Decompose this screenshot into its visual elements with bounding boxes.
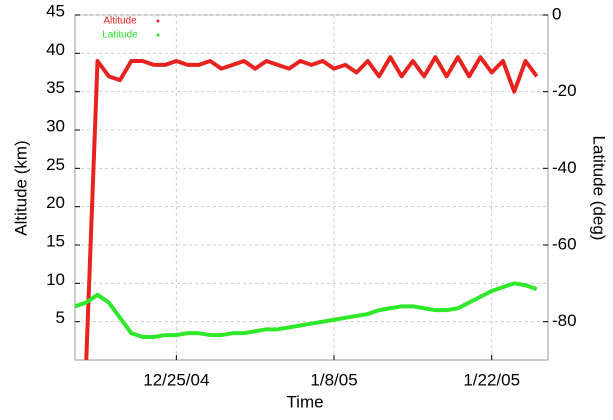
y-tick-label: 35 bbox=[46, 78, 65, 97]
series-line bbox=[84, 55, 539, 361]
legend-marker bbox=[156, 33, 160, 37]
legend-marker bbox=[156, 19, 160, 23]
y-tick-label: 15 bbox=[46, 231, 65, 250]
series-line bbox=[74, 281, 538, 339]
y-tick-label: 25 bbox=[46, 155, 65, 174]
y2-tick-label: -60 bbox=[552, 234, 577, 253]
y-tick-label: 5 bbox=[56, 308, 65, 327]
y-tick-label: 10 bbox=[46, 270, 65, 289]
y2-axis-title: Latitude (deg) bbox=[590, 136, 609, 241]
y2-tick-label: -80 bbox=[552, 311, 577, 330]
y-tick-label: 40 bbox=[46, 40, 65, 59]
y-tick-label: 30 bbox=[46, 116, 65, 135]
x-tick-label: 1/22/05 bbox=[463, 370, 520, 389]
y2-tick-label: -20 bbox=[552, 81, 577, 100]
legend-label: Altitude bbox=[103, 16, 137, 27]
x-axis-title: Time bbox=[286, 392, 323, 411]
y-axis-title: Altitude (km) bbox=[11, 140, 30, 235]
y-tick-label: 20 bbox=[46, 193, 65, 212]
x-tick-label: 1/8/05 bbox=[310, 370, 357, 389]
y-tick-label: 45 bbox=[46, 1, 65, 20]
x-tick-label: 12/25/04 bbox=[143, 370, 209, 389]
legend-label: Latitude bbox=[102, 30, 138, 41]
y2-tick-label: 0 bbox=[552, 4, 561, 23]
y2-tick-label: -40 bbox=[552, 158, 577, 177]
